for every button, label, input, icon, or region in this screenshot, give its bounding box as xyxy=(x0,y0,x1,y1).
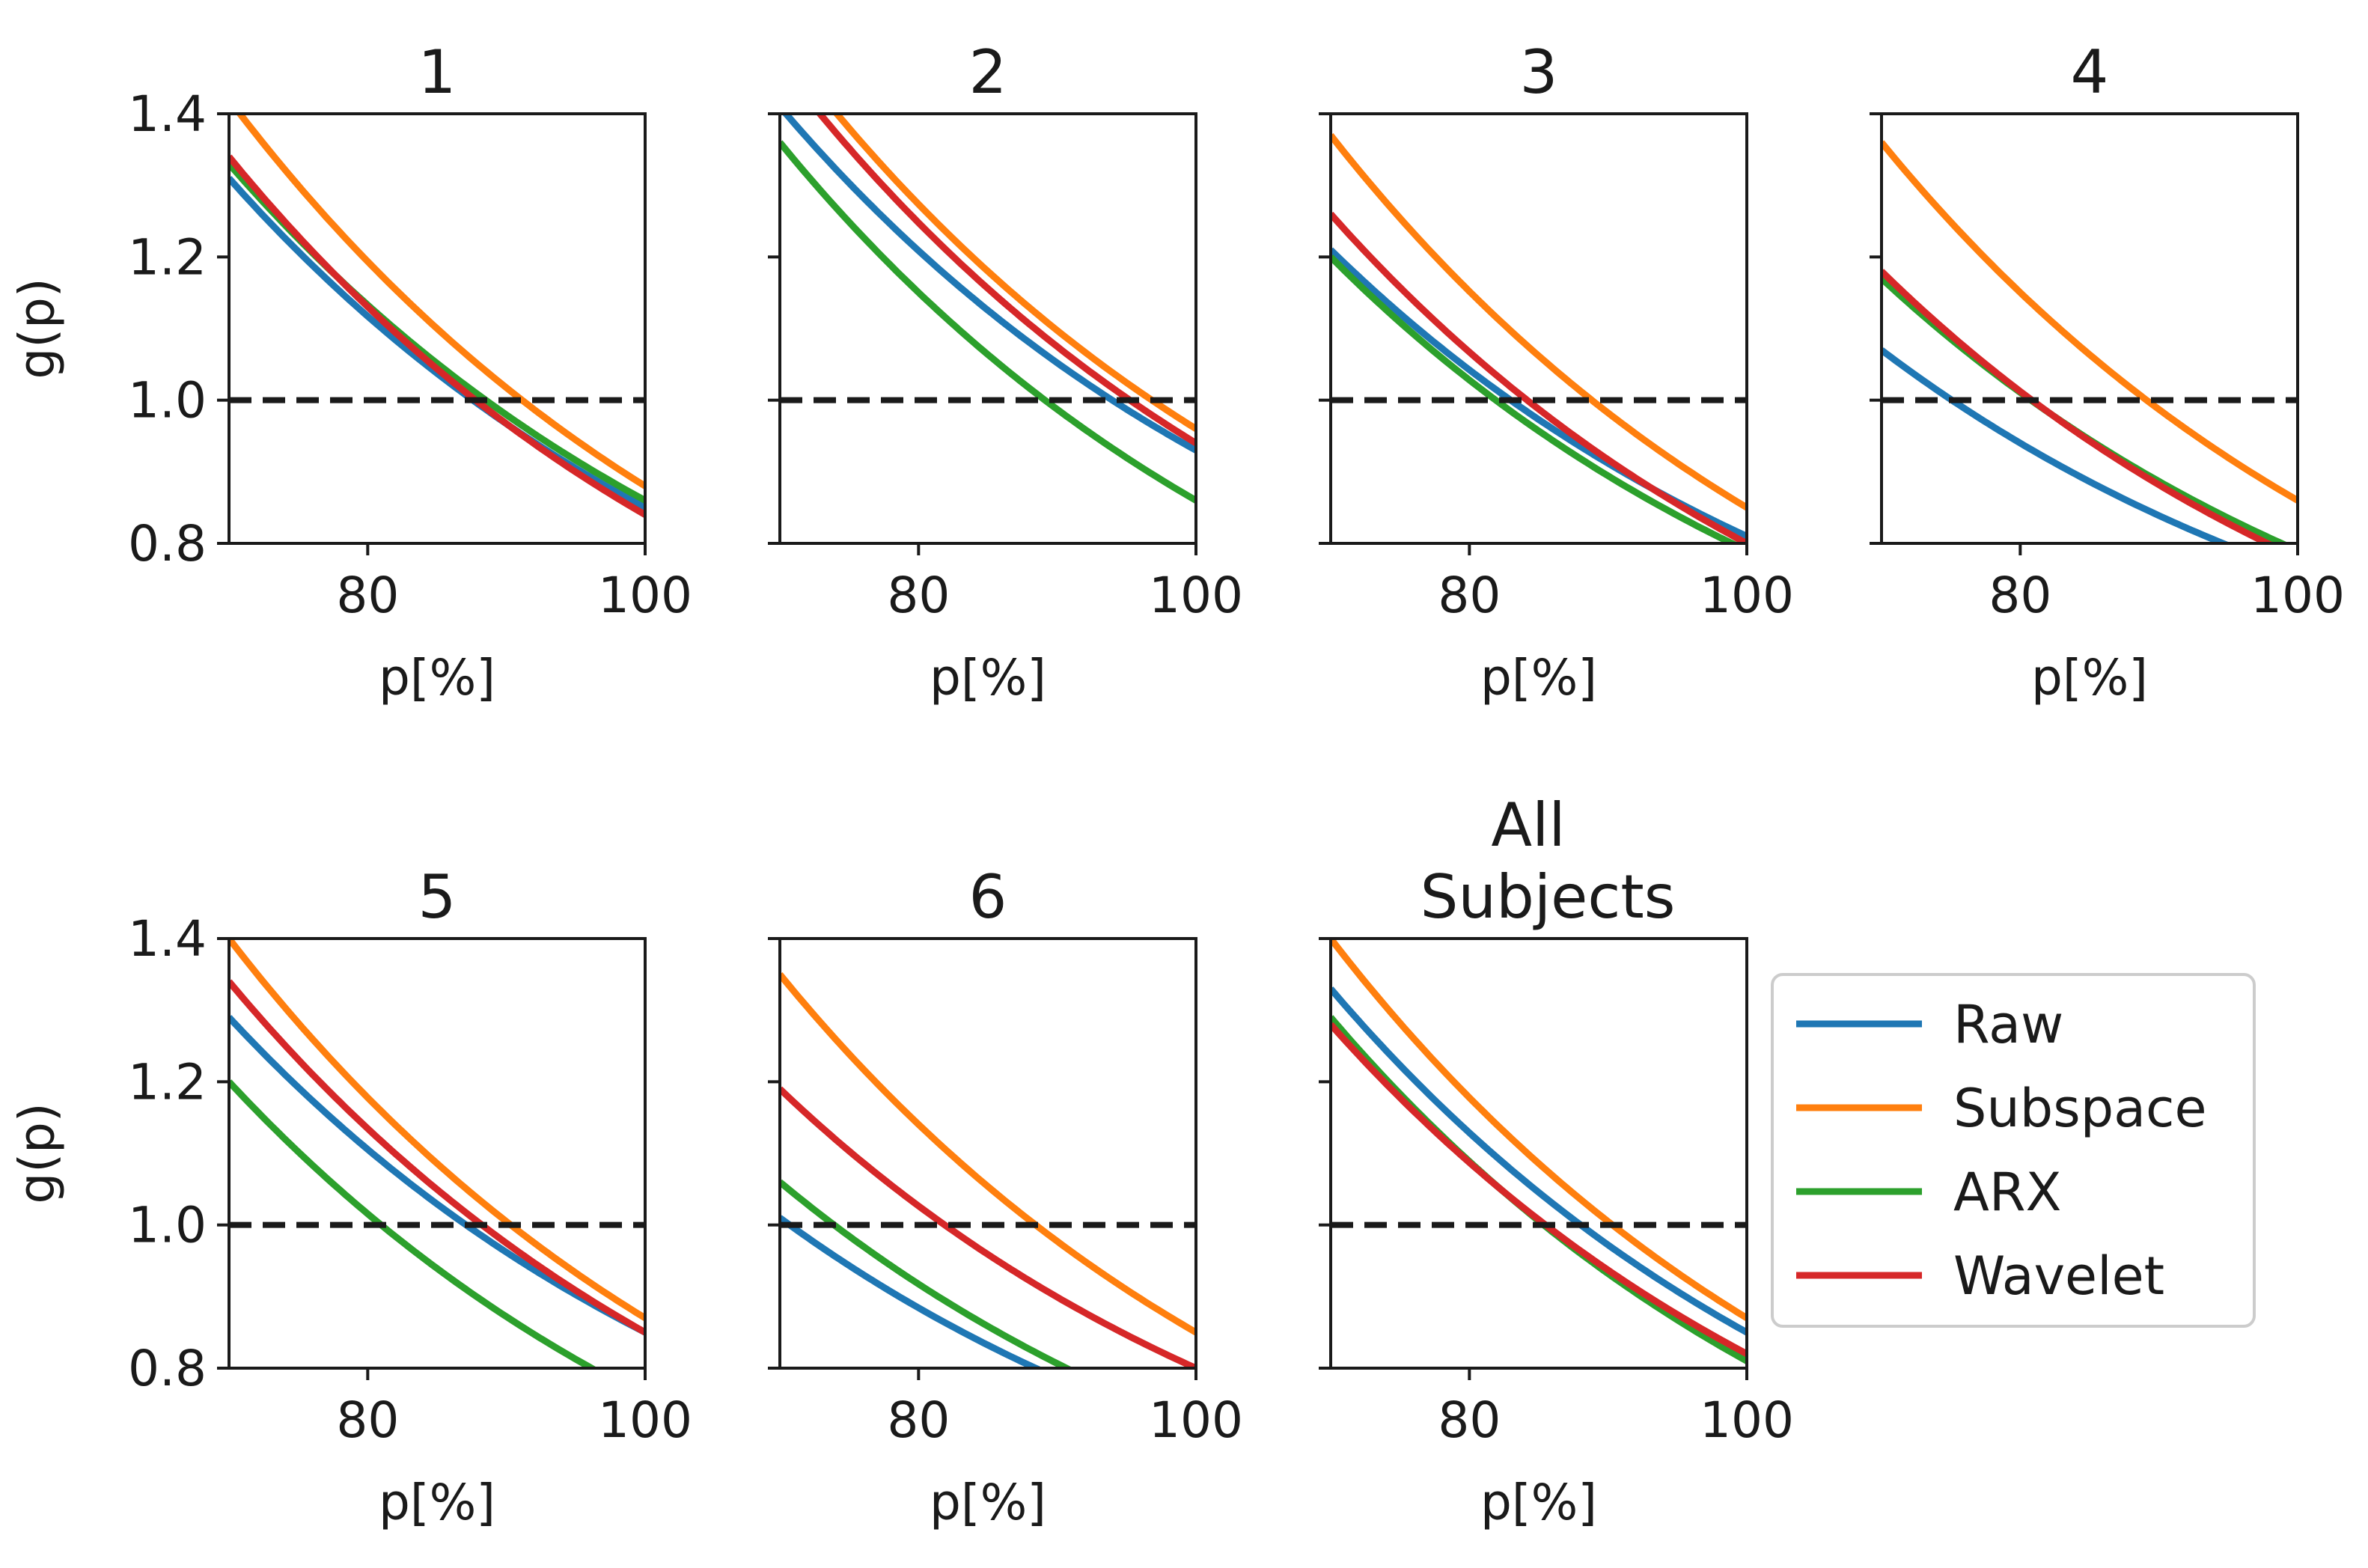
axes-frame xyxy=(1329,937,1748,1370)
series-line-wavelet xyxy=(780,1086,1196,1368)
x-tick-label: 100 xyxy=(2250,567,2345,624)
series-line-wavelet xyxy=(1882,269,2275,543)
y-tick-label: 1.2 xyxy=(128,1053,207,1111)
x-tick-label: 100 xyxy=(1149,567,1243,624)
legend-label-raw: Raw xyxy=(1953,994,2063,1055)
x-axis-label: p[%] xyxy=(379,1474,495,1531)
x-tick-label: 100 xyxy=(1700,567,1794,624)
panel-title: 5 xyxy=(418,862,457,932)
panel-6: 80 100 p[%] 6 xyxy=(768,862,1243,1531)
series-line-subspace xyxy=(832,114,1196,432)
y-tick-label: 1.4 xyxy=(128,910,207,968)
series-line-arx xyxy=(229,1079,599,1368)
series-line-wavelet xyxy=(1331,211,1747,543)
series-line-arx xyxy=(1331,254,1740,543)
axes-frame xyxy=(1329,112,1748,545)
panel-title: 3 xyxy=(1520,37,1558,107)
x-tick-label: 100 xyxy=(598,1391,692,1449)
panel-5: 80 100 0.8 1.0 1.2 1.4 p[%] g(p) 5 xyxy=(8,862,692,1531)
y-tick-label: 1.0 xyxy=(128,1197,207,1254)
series-line-wavelet xyxy=(229,154,645,518)
axes-frame xyxy=(1880,112,2299,545)
panel-title: 2 xyxy=(969,37,1007,107)
panel-title: 1 xyxy=(418,37,457,107)
y-axis-label: g(p) xyxy=(8,1102,66,1204)
series-line-subspace xyxy=(236,114,645,489)
panel-3: 80 100 p[%] 3 xyxy=(1319,37,1794,707)
series-line-raw xyxy=(781,114,1196,454)
x-axis-label: p[%] xyxy=(379,649,495,707)
series-line-arx xyxy=(780,140,1196,504)
series-line-subspace xyxy=(780,971,1196,1336)
y-tick-label: 1.0 xyxy=(128,372,207,430)
y-tick-label: 0.8 xyxy=(128,515,207,573)
y-tick-label: 1.2 xyxy=(128,228,207,286)
series-line-wavelet xyxy=(1331,1022,1747,1357)
panel-4: 80 100 p[%] 4 xyxy=(1870,37,2345,707)
legend: Raw Subspace ARX Wavelet xyxy=(1771,973,2256,1328)
y-axis-label: g(p) xyxy=(8,278,66,379)
x-tick-label: 80 xyxy=(336,1391,399,1449)
x-tick-label: 80 xyxy=(887,567,950,624)
axes-frame xyxy=(778,937,1197,1370)
x-axis-label: p[%] xyxy=(2031,649,2148,707)
x-tick-label: 100 xyxy=(598,567,692,624)
x-axis-label: p[%] xyxy=(1480,649,1597,707)
x-axis-label: p[%] xyxy=(930,1474,1046,1531)
legend-label-arx: ARX xyxy=(1953,1162,2061,1223)
panel-title: 6 xyxy=(969,862,1007,932)
x-tick-label: 80 xyxy=(1438,567,1501,624)
series-line-subspace xyxy=(1882,140,2298,504)
axes-frame xyxy=(228,112,647,545)
panel-title: Subjects xyxy=(1421,862,1676,932)
panel-2: 80 100 p[%] 2 xyxy=(768,37,1243,707)
panel-1: 80 100 0.8 1.0 1.2 1.4 p[%] g(p) 1 xyxy=(8,37,692,707)
panel-title: All xyxy=(1491,790,1565,860)
series-line-raw xyxy=(780,1215,1044,1368)
series-line-raw xyxy=(229,1015,645,1336)
legend-label-subspace: Subspace xyxy=(1953,1078,2207,1139)
series-line-subspace xyxy=(229,939,645,1321)
x-tick-label: 100 xyxy=(1700,1391,1794,1449)
series-line-subspace xyxy=(1331,132,1747,511)
x-axis-label: p[%] xyxy=(1480,1474,1597,1531)
x-tick-label: 80 xyxy=(1989,567,2051,624)
axes-frame xyxy=(778,112,1197,545)
x-tick-label: 100 xyxy=(1149,1391,1243,1449)
series-line-wavelet xyxy=(229,979,645,1336)
series-line-raw xyxy=(1331,986,1747,1336)
legend-box xyxy=(1771,973,2256,1328)
x-tick-label: 80 xyxy=(1438,1391,1501,1449)
y-tick-label: 0.8 xyxy=(128,1340,207,1397)
series-line-arx xyxy=(780,1179,1075,1368)
y-tick-label: 1.4 xyxy=(128,85,207,143)
panel-title: 4 xyxy=(2071,37,2109,107)
x-axis-label: p[%] xyxy=(930,649,1046,707)
legend-label-wavelet: Wavelet xyxy=(1953,1245,2164,1307)
x-tick-label: 80 xyxy=(887,1391,950,1449)
axes-frame xyxy=(228,937,647,1370)
series-line-subspace xyxy=(1331,939,1747,1321)
x-tick-label: 80 xyxy=(336,567,399,624)
